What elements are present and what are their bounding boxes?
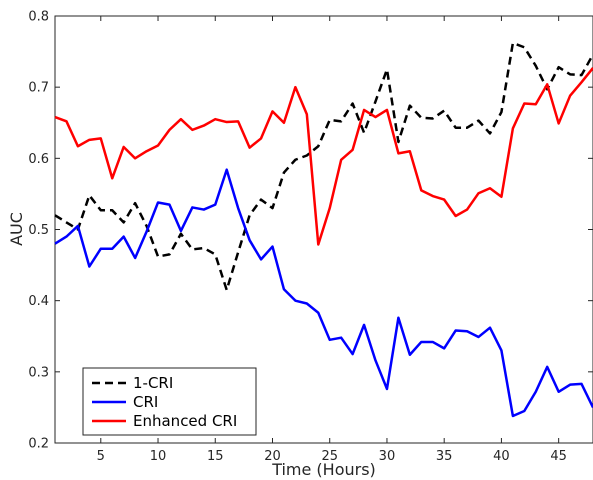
y-axis-label: AUC [7,212,26,246]
y-tick-label: 0.4 [28,294,49,309]
legend-label-enhanced-cri: Enhanced CRI [133,412,237,430]
x-tick-label: 10 [150,449,167,464]
legend-label-cri: CRI [133,393,158,411]
x-tick-label: 25 [321,449,338,464]
tick-layer: 5 10 15 20 25 30 35 40 45 0.2 0.3 0.4 0.5 0.6 0.7 0.8 [28,10,593,464]
x-tick-label: 30 [379,449,396,464]
x-tick-label: 15 [207,449,224,464]
legend: 1-CRI CRI Enhanced CRI [82,367,257,436]
y-tick-label: 0.5 [28,223,49,238]
x-tick-label: 20 [264,449,281,464]
y-tick-label: 0.8 [28,10,49,25]
x-tick-label: 45 [550,449,567,464]
x-tick-label: 5 [97,449,105,464]
series-line-enhanced-cri [54,67,593,246]
x-tick-label: 35 [436,449,453,464]
x-axis-label: Time (Hours) [271,460,376,479]
series-line-cri [54,168,593,418]
x-tick-label: 40 [493,449,510,464]
series-layer [54,41,593,418]
legend-label-1-cri: 1-CRI [133,374,173,392]
series-line-1-cri [54,41,593,292]
y-tick-label: 0.3 [28,365,49,380]
y-tick-label: 0.7 [28,81,49,96]
y-tick-label: 0.2 [28,437,49,452]
y-tick-label: 0.6 [28,152,49,167]
